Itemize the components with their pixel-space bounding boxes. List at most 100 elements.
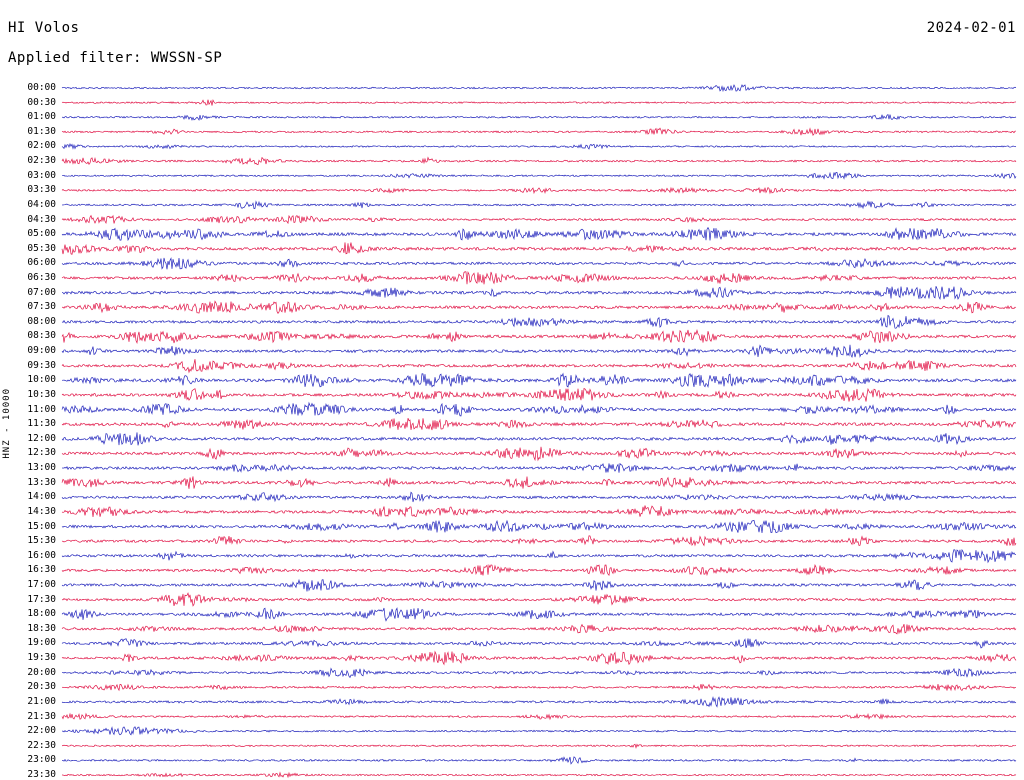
time-label: 22:30 [27,739,56,751]
trace-row-1600 [61,548,1017,564]
trace-row-2000 [61,667,1017,679]
trace-row-0200 [61,142,1017,150]
trace-row-2200 [62,726,1017,736]
trace-row-0530 [61,242,1017,255]
trace-row-0130 [61,127,1017,136]
time-label: 06:00 [27,257,56,269]
time-label: 10:30 [27,388,56,400]
time-label: 10:00 [27,374,56,386]
trace-row-0100 [61,113,1017,121]
trace-row-1300 [61,462,1017,473]
time-label: 11:30 [27,418,56,430]
trace-row-1330 [61,476,1017,489]
trace-row-0330 [61,186,1017,195]
station-title: HI Volos [8,20,80,36]
trace-row-1100 [61,401,1017,417]
time-label: 01:30 [27,125,56,137]
trace-row-2300 [61,756,1017,765]
time-label: 12:30 [27,447,56,459]
time-label: 01:00 [27,111,56,123]
trace-row-1930 [61,650,1017,666]
time-label: 15:30 [27,535,56,547]
trace-row-0700 [61,286,1017,300]
time-label: 17:00 [27,578,56,590]
trace-row-0630 [61,271,1017,285]
time-label: 08:00 [27,315,56,327]
time-label: 07:30 [27,301,56,313]
trace-row-2100 [61,696,1017,708]
time-label: 02:00 [27,140,56,152]
time-label: 06:30 [27,272,56,284]
time-label: 18:30 [27,622,56,634]
trace-row-1900 [61,638,1017,649]
time-label: 16:00 [27,549,56,561]
date-label: 2024-02-01 [926,20,1016,36]
time-label: 21:00 [27,695,56,707]
trace-row-1000 [61,372,1017,389]
time-label: 20:30 [27,681,56,693]
time-label: 14:30 [27,505,56,517]
trace-row-2230 [61,743,1017,749]
time-label: 14:00 [27,491,56,503]
trace-row-1730 [61,592,1017,607]
trace-row-1630 [61,564,1017,577]
time-label: 15:00 [27,520,56,532]
time-label: 22:00 [27,725,56,737]
trace-row-1800 [61,607,1017,622]
time-label: 19:30 [27,652,56,664]
trace-row-1700 [61,578,1017,592]
trace-row-0930 [61,359,1017,374]
time-label: 19:00 [27,637,56,649]
trace-row-0500 [61,226,1017,242]
time-label: 12:00 [27,432,56,444]
header-row: HI Volos 2024-02-01 [8,20,1016,38]
trace-row-0300 [61,171,1017,180]
time-label: 07:00 [27,286,56,298]
time-label: 04:00 [27,198,56,210]
trace-row-2330 [61,771,1017,779]
trace-row-2030 [61,683,1017,692]
trace-row-1200 [61,432,1017,446]
trace-row-1530 [61,535,1017,547]
trace-row-0230 [61,156,1017,166]
trace-row-1230 [61,446,1017,462]
time-label: 21:30 [27,710,56,722]
trace-row-2130 [61,712,1017,721]
trace-row-0430 [61,214,1017,225]
time-label: 09:00 [27,345,56,357]
trace-row-1030 [61,387,1017,402]
time-label: 20:00 [27,666,56,678]
trace-row-0600 [61,257,1017,270]
time-label: 16:30 [27,564,56,576]
time-label: 02:30 [27,155,56,167]
time-label: 11:00 [27,403,56,415]
time-label: 00:00 [27,82,56,93]
trace-row-1830 [61,623,1017,635]
time-label: 17:30 [27,593,56,605]
time-label: 09:30 [27,359,56,371]
trace-row-0800 [61,314,1017,329]
trace-row-1430 [61,505,1017,518]
time-label: 00:30 [27,96,56,108]
time-label: 13:00 [27,462,56,474]
trace-row-0400 [61,200,1017,210]
trace-row-1400 [61,491,1017,503]
time-label: 08:30 [27,330,56,342]
time-label: 05:30 [27,242,56,254]
filter-label: Applied filter: WWSSN-SP [8,50,223,66]
time-label: 03:30 [27,184,56,196]
time-label: 23:30 [27,769,56,780]
time-label: 23:00 [27,754,56,766]
trace-row-1130 [61,418,1017,431]
time-label: 05:00 [27,228,56,240]
trace-row-0000 [61,84,1017,93]
trace-row-1500 [61,519,1017,534]
trace-row-0030 [61,99,1017,106]
trace-row-0900 [61,344,1017,359]
time-label: 04:30 [27,213,56,225]
time-label: 13:30 [27,476,56,488]
trace-row-0830 [61,328,1017,344]
time-label: 18:00 [27,608,56,620]
